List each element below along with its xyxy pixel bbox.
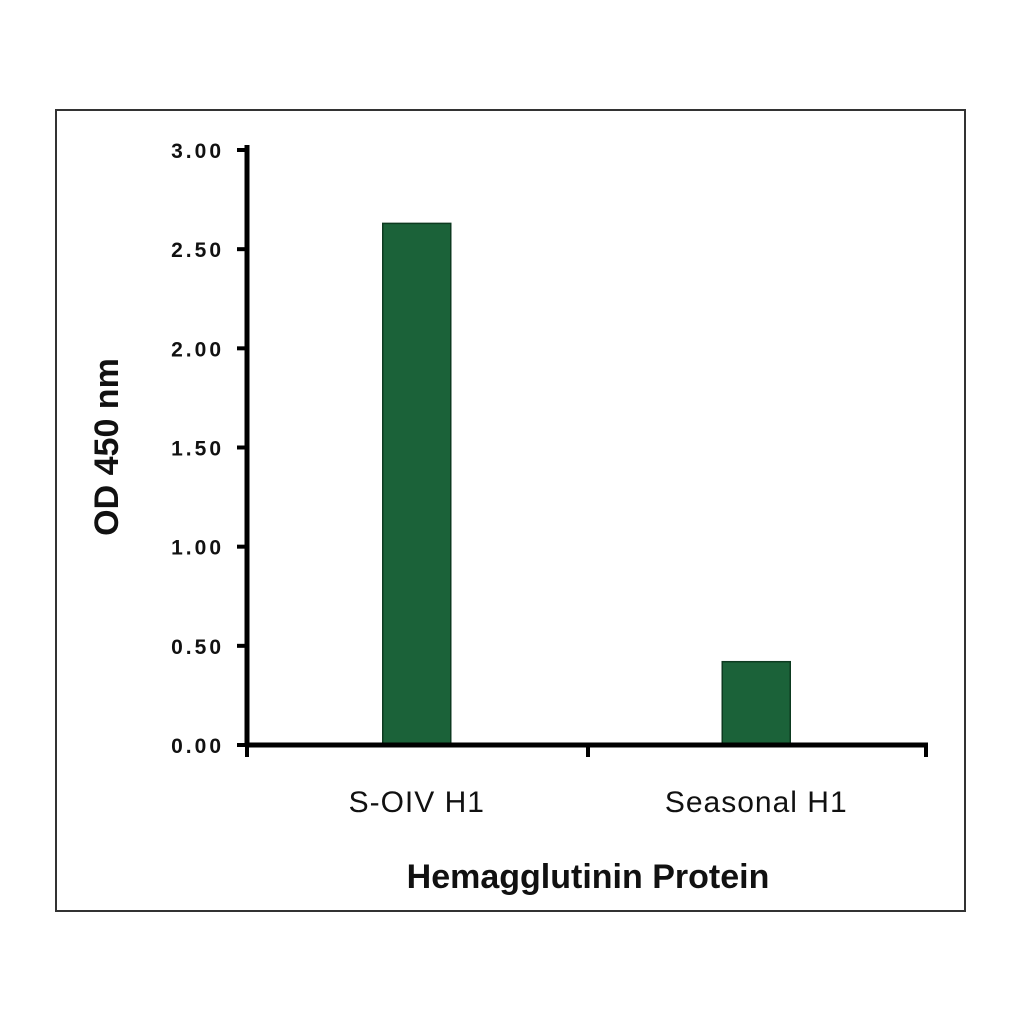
y-axis-title: OD 450 nm [88,358,126,536]
x-category-label: Seasonal H1 [665,786,848,819]
y-tick-label: 3.00 [171,140,224,163]
y-tick-label: 1.50 [171,438,224,461]
bar [382,222,452,746]
axes [244,145,928,757]
x-axis-title: Hemagglutinin Protein [407,858,770,896]
bar [721,660,791,746]
chart-frame [55,109,966,912]
y-tick-label: 1.00 [171,537,224,560]
bars [382,222,791,746]
x-category-label: S-OIV H1 [349,786,485,819]
y-tick-label: 2.00 [171,338,224,361]
x-category-labels: S-OIV H1 Seasonal H1 [349,786,848,819]
y-tick-label: 0.50 [171,636,224,659]
y-tick-label: 0.00 [171,735,224,758]
y-ticks: 0.00 0.50 1.00 1.50 2.00 2.50 3.00 [171,140,247,758]
y-tick-label: 2.50 [171,239,224,262]
